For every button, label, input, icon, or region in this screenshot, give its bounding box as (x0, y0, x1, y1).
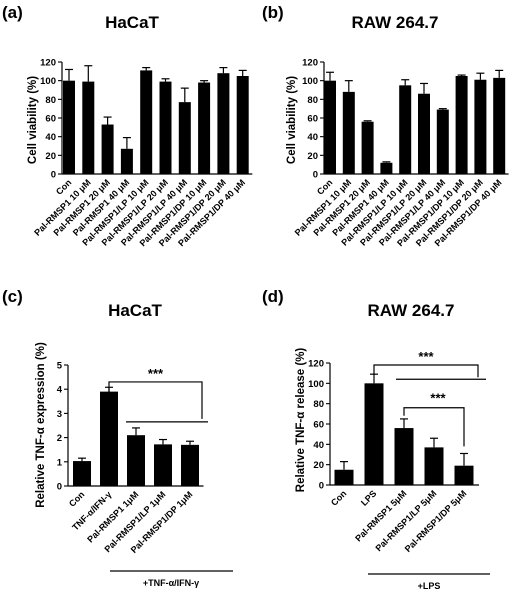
panel-c-letter: (c) (2, 287, 23, 306)
panel-a: (a) HaCaT Cell viability (%) 0 20 40 60 80 10… (2, 3, 253, 248)
panel-d-significance-label-1: *** (418, 349, 434, 364)
panel-b-bar (361, 121, 374, 174)
panel-b-ytick-label: 40 (307, 132, 318, 143)
panel-c-ytick-label: 1 (57, 457, 63, 468)
panel-a-bar (101, 124, 114, 174)
panel-a-ytick-label: 80 (45, 95, 56, 106)
panel-c-ytick-label: 0 (57, 482, 62, 493)
panel-b-bar (342, 91, 355, 174)
panel-d-ytick-label: 80 (313, 399, 324, 410)
panel-b-ytick-label: 60 (307, 114, 318, 125)
panel-d-significance-label-2: *** (430, 391, 446, 406)
panel-b-bar (474, 79, 487, 174)
panel-a-ytick-label: 120 (40, 58, 56, 69)
panel-d-significance-bracket-1 (373, 364, 479, 378)
panel-d-category-label: Con (329, 488, 348, 507)
panel-b-bar (436, 109, 449, 174)
panel-a-ytick-label: 40 (45, 132, 56, 143)
panel-b-bar (324, 80, 336, 174)
panel-a-bar (159, 81, 172, 174)
panel-b-ytick-label: 20 (307, 151, 318, 162)
panel-a-bar (140, 70, 153, 174)
panel-d-group-label: +LPS (418, 581, 441, 591)
panel-c-ytick-label: 2 (57, 433, 62, 444)
panel-b-bar (399, 85, 412, 174)
panel-a-bar (217, 73, 230, 174)
panel-d-ytick-label: 20 (313, 460, 324, 471)
panel-c-ytick-label: 4 (57, 385, 63, 396)
panel-d-ytick-label: 120 (308, 359, 324, 370)
panel-c-bar (127, 435, 145, 486)
panel-d-ytick-label: 100 (308, 379, 324, 390)
panel-c-ytick-label: 5 (57, 361, 63, 372)
panel-b-ytick-label: 80 (307, 95, 318, 106)
panel-b-ytick-label: 0 (313, 170, 318, 181)
panel-b-bar (418, 93, 430, 174)
panel-d: (d) RAW 264.7 Relative TNF-α release (%)… (262, 287, 490, 591)
panel-b-letter: (b) (262, 3, 284, 22)
panel-a-bar (120, 148, 133, 174)
panel-d-bar (394, 428, 414, 485)
panel-d-bar (424, 447, 444, 485)
panel-c-significance-bracket (108, 381, 203, 419)
panel-a-ytick-label: 100 (40, 76, 56, 87)
panel-a-ylabel: Cell viability (%) (27, 76, 39, 164)
panel-d-letter: (d) (262, 287, 284, 306)
panel-d-significance-bracket-2 (403, 407, 465, 447)
panel-b-bar (380, 162, 393, 174)
panel-a-ytick-label: 0 (51, 170, 56, 181)
panel-c-ytick-label: 3 (57, 409, 62, 420)
panel-d-bar (364, 383, 384, 485)
panel-c-bar (154, 444, 172, 486)
panel-a-bar (236, 76, 249, 174)
panel-a-bar (178, 102, 191, 174)
panel-d-ytick-label: 0 (319, 481, 324, 492)
panel-b: (b) RAW 264.7 Cell viability (%) 0 20 40 60… (262, 3, 509, 248)
panel-a-title: HaCaT (105, 13, 159, 32)
panel-c-significance-label: *** (148, 366, 164, 381)
panel-d-title: RAW 264.7 (368, 301, 455, 320)
panel-d-bar (454, 465, 474, 485)
panel-d-category-label: LPS (359, 488, 378, 507)
panel-a-letter: (a) (2, 3, 23, 22)
panel-d-ytick-label: 60 (313, 420, 324, 431)
panel-c-title: HaCaT (108, 301, 162, 320)
panel-b-title: RAW 264.7 (352, 13, 439, 32)
panel-d-category-label: Pal-RMSP1 5μM (353, 488, 408, 543)
panel-b-bar (493, 77, 506, 174)
panel-c-bar (181, 444, 199, 486)
panel-c-group-label: +TNF-α/IFN-γ (143, 578, 199, 588)
panel-c: (c) HaCaT Relative TNF-α expression (%) … (2, 287, 233, 588)
panel-a-bar (82, 81, 95, 174)
panel-b-ytick-label: 120 (302, 58, 318, 69)
panel-c-bar (100, 391, 118, 486)
panel-a-ytick-label: 60 (45, 114, 56, 125)
panel-a-ytick-label: 20 (45, 151, 56, 162)
panel-a-bar (198, 82, 211, 174)
panel-d-bar (334, 469, 354, 485)
panel-b-ylabel: Cell viability (%) (286, 76, 298, 164)
panel-a-bar (63, 80, 75, 174)
panel-d-ylabel: Relative TNF-α release (%) (295, 348, 307, 493)
panel-d-ytick-label: 40 (313, 440, 324, 451)
panel-b-ytick-label: 100 (302, 76, 318, 87)
panel-c-bar (73, 461, 91, 486)
panel-c-category-label: Con (67, 489, 86, 508)
panel-b-bar (455, 76, 468, 174)
panel-c-ylabel: Relative TNF-α expression (%) (35, 342, 47, 508)
